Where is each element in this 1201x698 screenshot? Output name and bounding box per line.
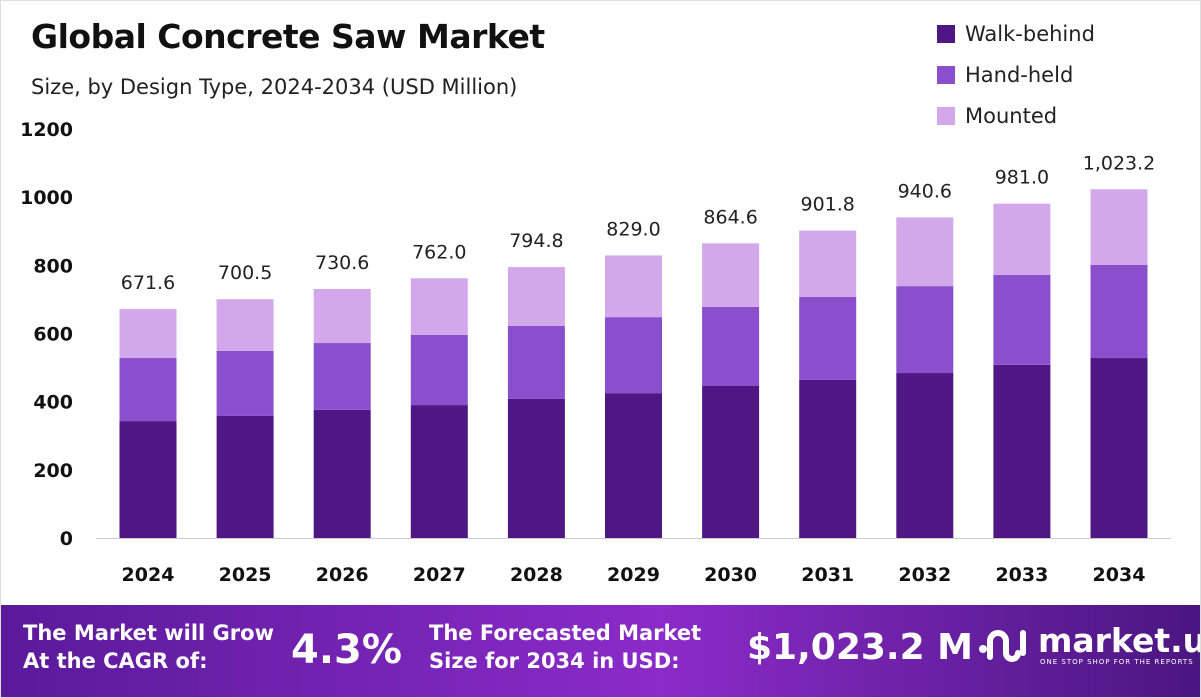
bar-segment-mounted bbox=[313, 288, 371, 344]
bar-segment-walk-behind bbox=[1090, 358, 1148, 538]
bar-segment-mounted bbox=[507, 267, 565, 327]
y-tick-label: 1000 bbox=[20, 187, 73, 209]
bar-segment-mounted bbox=[1090, 189, 1148, 265]
bar-chart: 0 200 400 600 800 1000 1200 671.6 2024 700.5 2025 7… bbox=[20, 119, 1171, 586]
bar-segment-hand-held bbox=[799, 297, 857, 380]
forecast-label: The Forecasted Market Size for 2034 in U… bbox=[429, 619, 701, 675]
legend-item-walk-behind: Walk-behind bbox=[937, 13, 1095, 54]
bar-segment-mounted bbox=[410, 278, 468, 335]
forecast-value: $1,023.2 M bbox=[747, 627, 974, 668]
total-data-label: 671.6 bbox=[121, 272, 175, 294]
x-tick-label: 2032 bbox=[898, 564, 951, 586]
bar-segment-hand-held bbox=[1090, 264, 1148, 359]
bar-segment-hand-held bbox=[702, 306, 760, 386]
legend-label: Mounted bbox=[965, 103, 1058, 128]
total-data-label: 864.6 bbox=[703, 206, 757, 228]
x-tick-label: 2028 bbox=[510, 564, 563, 586]
cagr-label-line2: At the CAGR of: bbox=[23, 649, 208, 673]
summary-banner: The Market will Grow At the CAGR of: 4.3… bbox=[1, 605, 1200, 697]
cagr-label: The Market will Grow At the CAGR of: bbox=[23, 619, 274, 675]
bar-segment-hand-held bbox=[119, 358, 177, 422]
total-data-label: 1,023.2 bbox=[1083, 152, 1156, 174]
x-tick-label: 2026 bbox=[316, 564, 369, 586]
bar-segment-walk-behind bbox=[799, 379, 857, 538]
legend-label: Walk-behind bbox=[965, 21, 1095, 46]
chart-subtitle: Size, by Design Type, 2024-2034 (USD Mil… bbox=[31, 75, 518, 99]
x-tick-label: 2033 bbox=[995, 564, 1048, 586]
cagr-value: 4.3% bbox=[291, 627, 402, 673]
legend-label: Hand-held bbox=[965, 62, 1074, 87]
bar-segment-mounted bbox=[119, 309, 177, 359]
x-tick-label: 2031 bbox=[801, 564, 854, 586]
bar-segment-walk-behind bbox=[119, 421, 177, 538]
bar-segment-walk-behind bbox=[702, 385, 760, 538]
x-tick-label: 2034 bbox=[1093, 564, 1146, 586]
bar-segment-mounted bbox=[799, 230, 857, 298]
x-tick-label: 2025 bbox=[219, 564, 272, 586]
x-tick-label: 2024 bbox=[122, 564, 175, 586]
bar-segment-hand-held bbox=[216, 350, 274, 416]
legend-swatch bbox=[937, 65, 955, 84]
bar-segment-hand-held bbox=[993, 274, 1051, 365]
bar-segment-mounted bbox=[605, 255, 662, 318]
x-tick-label: 2029 bbox=[607, 564, 660, 586]
bar-segment-hand-held bbox=[410, 334, 468, 406]
forecast-label-line1: The Forecasted Market bbox=[429, 621, 702, 645]
legend-swatch bbox=[937, 106, 955, 125]
bar-segment-walk-behind bbox=[313, 409, 371, 538]
market-us-logo: market.us ONE STOP SHOP FOR THE REPORTS bbox=[976, 621, 1200, 667]
bar-segment-mounted bbox=[896, 217, 954, 287]
total-data-label: 901.8 bbox=[800, 194, 854, 216]
y-tick-label: 1200 bbox=[20, 119, 73, 141]
logo-mark-icon bbox=[979, 630, 1026, 662]
legend-item-mounted: Mounted bbox=[937, 95, 1095, 136]
total-data-label: 940.6 bbox=[898, 180, 952, 202]
total-data-label: 829.0 bbox=[606, 218, 660, 240]
total-data-label: 981.0 bbox=[995, 167, 1049, 189]
total-data-label: 762.0 bbox=[412, 241, 466, 263]
total-data-label: 794.8 bbox=[509, 230, 563, 252]
bar-segment-mounted bbox=[993, 203, 1051, 275]
total-data-label: 730.6 bbox=[315, 252, 369, 274]
y-tick-label: 800 bbox=[33, 255, 73, 277]
bar-segment-walk-behind bbox=[410, 405, 468, 538]
x-tick-label: 2030 bbox=[704, 564, 757, 586]
x-tick-label: 2027 bbox=[413, 564, 466, 586]
chart-title: Global Concrete Saw Market bbox=[31, 17, 545, 56]
bar-segment-mounted bbox=[702, 243, 760, 307]
bar-segment-walk-behind bbox=[896, 373, 954, 538]
bar-segment-hand-held bbox=[507, 326, 565, 399]
bar-segment-walk-behind bbox=[216, 415, 274, 538]
cagr-label-line1: The Market will Grow bbox=[23, 621, 274, 645]
legend: Walk-behind Hand-held Mounted bbox=[937, 13, 1095, 136]
y-tick-label: 0 bbox=[60, 528, 73, 550]
y-tick-label: 400 bbox=[33, 392, 73, 414]
bar-segment-mounted bbox=[216, 299, 274, 351]
legend-item-hand-held: Hand-held bbox=[937, 54, 1095, 95]
y-tick-label: 600 bbox=[33, 324, 73, 346]
bar-segment-hand-held bbox=[313, 343, 371, 410]
bar-segment-walk-behind bbox=[605, 393, 662, 538]
y-tick-label: 200 bbox=[33, 460, 73, 482]
logo-name: market.us bbox=[1038, 621, 1200, 660]
bar-segment-walk-behind bbox=[507, 398, 565, 538]
legend-swatch bbox=[937, 24, 955, 43]
logo-tagline: ONE STOP SHOP FOR THE REPORTS bbox=[1040, 658, 1194, 666]
bar-segment-walk-behind bbox=[993, 364, 1051, 538]
forecast-label-line2: Size for 2034 in USD: bbox=[429, 649, 680, 673]
bar-segment-hand-held bbox=[896, 286, 954, 374]
total-data-label: 700.5 bbox=[218, 262, 272, 284]
bar-segment-hand-held bbox=[605, 317, 662, 394]
